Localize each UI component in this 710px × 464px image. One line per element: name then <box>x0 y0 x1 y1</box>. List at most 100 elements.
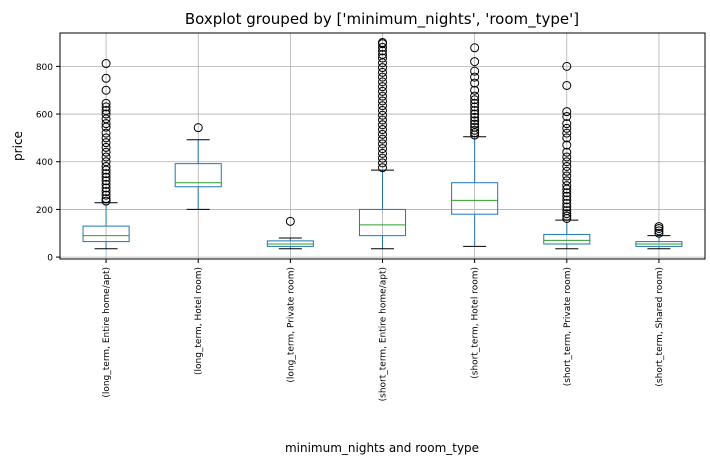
outlier-point <box>378 139 387 149</box>
y-tick-label: 400 <box>36 158 53 168</box>
outlier-point <box>101 59 111 69</box>
box-group <box>174 123 222 210</box>
outlier-point <box>378 96 387 106</box>
outlier-point <box>470 43 480 53</box>
outlier-point <box>562 162 572 172</box>
outlier-point <box>562 171 572 181</box>
x-axis: (long_term, Entire home/apt) (long_term, … <box>102 259 665 401</box>
outlier-point <box>470 78 480 88</box>
outlier-point <box>378 110 387 120</box>
outlier-point <box>562 191 572 201</box>
outlier-point <box>562 107 572 117</box>
outlier-point <box>562 209 572 219</box>
outlier-point <box>562 123 572 133</box>
iqr-box <box>82 225 130 243</box>
outlier-point <box>101 138 111 148</box>
y-tick-label: 200 <box>36 206 53 216</box>
outlier-point <box>101 190 111 200</box>
outlier-point <box>101 133 111 143</box>
outlier-point <box>562 119 572 129</box>
outlier-point <box>101 196 111 206</box>
outlier-point <box>378 49 387 59</box>
outlier-point <box>378 63 387 73</box>
x-tick-label: (short_term, Shared room) <box>655 267 665 387</box>
outlier-point <box>101 128 111 138</box>
outlier-point <box>101 142 111 152</box>
x-axis-label: minimum_nights and room_type <box>285 441 479 455</box>
outlier-point <box>470 122 480 132</box>
outlier-point <box>378 101 387 111</box>
outlier-point <box>470 102 480 112</box>
y-tick-label: 0 <box>47 254 53 264</box>
outlier-point <box>101 102 111 112</box>
box-group <box>543 61 591 250</box>
outlier-point <box>562 128 572 138</box>
outlier-point <box>101 187 111 197</box>
outlier-point <box>562 133 572 143</box>
outlier-point <box>470 119 480 129</box>
outlier-point <box>378 153 387 163</box>
outlier-point <box>378 129 387 139</box>
outlier-point <box>101 105 111 115</box>
x-tick-label: (short_term, Hotel room) <box>471 267 481 379</box>
outlier-point <box>378 91 387 101</box>
outlier-point <box>562 140 572 150</box>
outlier-point <box>470 128 480 138</box>
outlier-point <box>562 181 572 191</box>
y-axis-label: price <box>11 131 25 161</box>
outlier-point <box>101 172 111 182</box>
outlier-point <box>101 119 111 129</box>
outlier-point <box>378 134 387 144</box>
outlier-point <box>101 73 111 83</box>
outlier-point <box>654 228 664 238</box>
outlier-point <box>654 226 664 236</box>
outlier-point <box>470 57 480 67</box>
outlier-point <box>562 157 572 167</box>
outlier-point <box>470 112 480 122</box>
y-axis: 0 200 400 600 800 <box>36 63 60 264</box>
outlier-point <box>470 85 480 95</box>
outlier-point <box>562 147 572 157</box>
outlier-point <box>101 169 111 179</box>
outlier-point <box>378 38 387 48</box>
outlier-point <box>101 152 111 162</box>
iqr-box <box>543 233 591 245</box>
box-group <box>358 38 407 250</box>
outlier-point <box>378 158 387 168</box>
box-group <box>451 43 499 247</box>
outlier-point <box>101 179 111 189</box>
outlier-point <box>378 77 387 87</box>
box-group <box>635 222 683 250</box>
outlier-point <box>378 125 387 135</box>
outlier-point <box>562 188 572 198</box>
outlier-point <box>562 198 572 208</box>
outlier-point <box>562 176 572 186</box>
outlier-point <box>562 211 572 221</box>
outlier-point <box>378 53 387 63</box>
y-tick-label: 800 <box>36 63 53 73</box>
box-layer <box>82 38 683 250</box>
outlier-point <box>101 147 111 157</box>
outlier-point <box>101 176 111 186</box>
x-tick-label: (short_term, Private room) <box>563 267 573 386</box>
x-tick-label: (long_term, Private room) <box>286 267 296 383</box>
outlier-point <box>562 61 572 71</box>
outlier-point <box>562 152 572 162</box>
outlier-point <box>101 85 111 95</box>
outlier-point <box>562 80 572 90</box>
outlier-point <box>562 195 572 205</box>
outlier-point <box>470 66 480 76</box>
outlier-point <box>562 206 572 216</box>
outlier-point <box>470 91 480 101</box>
outlier-point <box>378 163 387 173</box>
outlier-point <box>378 82 387 92</box>
outlier-point <box>562 166 572 176</box>
outlier-point <box>378 115 387 125</box>
outlier-point <box>562 111 572 121</box>
outlier-point <box>378 148 387 158</box>
outlier-point <box>101 183 111 193</box>
y-tick-label: 600 <box>36 111 53 121</box>
iqr-box <box>451 182 499 215</box>
iqr-box <box>174 163 222 188</box>
